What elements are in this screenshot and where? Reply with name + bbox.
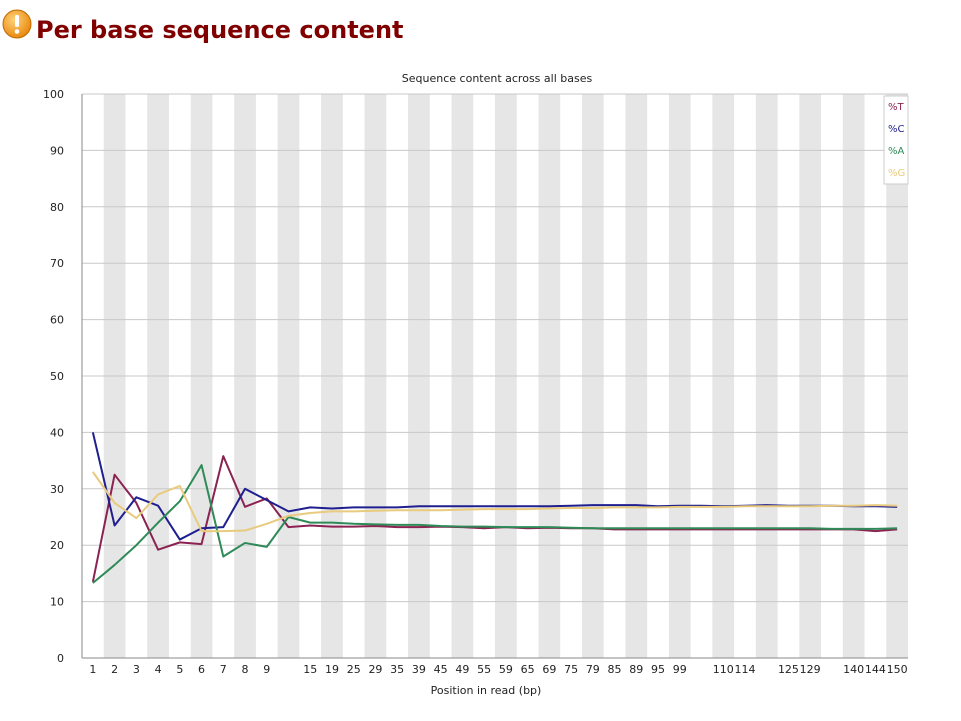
x-tick-label: 4: [155, 663, 162, 676]
section-header: Per base sequence content: [2, 4, 404, 44]
x-tick-label: 129: [800, 663, 821, 676]
x-tick-label: 7: [220, 663, 227, 676]
y-tick-label: 60: [50, 314, 64, 327]
x-axis-label: Position in read (bp): [431, 684, 542, 697]
x-tick-label: 69: [542, 663, 556, 676]
y-tick-label: 100: [43, 88, 64, 101]
series-lines: [91, 432, 898, 584]
series-line-pct-G: [92, 471, 898, 533]
y-tick-label: 50: [50, 370, 64, 383]
x-tick-label: 95: [651, 663, 665, 676]
x-tick-label: 6: [198, 663, 205, 676]
x-tick-label: 75: [564, 663, 578, 676]
legend-entry-pct-T: %T: [888, 102, 905, 113]
legend: %T %C %A %G: [883, 95, 909, 185]
x-tick-label: 55: [477, 663, 491, 676]
x-tick-label: 125: [778, 663, 799, 676]
series-line-pct-A: [92, 464, 898, 584]
y-tick-label: 90: [50, 144, 64, 157]
x-tick-label: 8: [242, 663, 249, 676]
y-tick-label: 40: [50, 426, 64, 439]
x-tick-label: 19: [325, 663, 339, 676]
x-tick-label: 65: [521, 663, 535, 676]
legend-entry-pct-G: %G: [888, 168, 905, 179]
y-tick-label: 30: [50, 483, 64, 496]
y-tick-labels: 0 10 20 30 40 50 60 70 80 90 100: [43, 88, 64, 665]
y-tick-label: 10: [50, 596, 64, 609]
x-tick-label: 79: [586, 663, 600, 676]
warning-icon: [2, 9, 32, 39]
y-tick-label: 70: [50, 257, 64, 270]
series-line-pct-C: [91, 432, 898, 541]
x-tick-label: 1: [89, 663, 96, 676]
x-tick-label: 45: [434, 663, 448, 676]
x-tick-label: 49: [455, 663, 469, 676]
x-tick-label: 150: [887, 663, 908, 676]
x-tick-label: 3: [133, 663, 140, 676]
x-tick-label: 89: [629, 663, 643, 676]
x-tick-labels: 1 2 3 4 5 6 7 8 9 15 19 25 29 35 39 45 49 55 59 65 69 75 79 85 8…: [89, 663, 907, 676]
legend-box: [883, 95, 909, 185]
x-tick-label: 9: [263, 663, 270, 676]
x-tick-label: 5: [176, 663, 183, 676]
chart-title: Sequence content across all bases: [402, 72, 593, 85]
axes: [81, 94, 908, 659]
x-tick-label: 15: [303, 663, 317, 676]
x-tick-label: 59: [499, 663, 513, 676]
x-tick-label: 2: [111, 663, 118, 676]
y-tick-label: 80: [50, 201, 64, 214]
x-tick-label: 39: [412, 663, 426, 676]
page-title: Per base sequence content: [36, 16, 404, 44]
x-tick-label: 29: [368, 663, 382, 676]
x-tick-label: 25: [347, 663, 361, 676]
legend-entry-pct-A: %A: [888, 146, 905, 157]
y-tick-label: 0: [57, 652, 64, 665]
x-tick-label: 35: [390, 663, 404, 676]
x-tick-label: 85: [608, 663, 622, 676]
legend-entry-pct-C: %C: [888, 124, 905, 135]
x-tick-label: 140: [843, 663, 864, 676]
x-tick-label: 114: [734, 663, 755, 676]
y-tick-label: 20: [50, 539, 64, 552]
x-tick-label: 144: [865, 663, 886, 676]
x-tick-label: 99: [673, 663, 687, 676]
x-tick-label: 110: [713, 663, 734, 676]
